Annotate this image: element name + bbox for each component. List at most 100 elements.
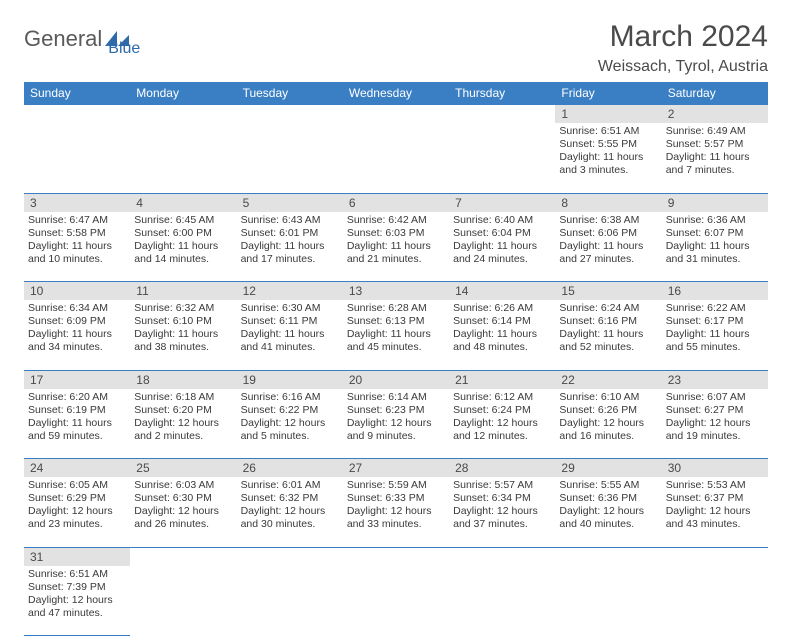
day-info-cell: Sunrise: 6:22 AMSunset: 6:17 PMDaylight:… — [662, 300, 768, 370]
sunset-text: Sunset: 6:14 PM — [453, 315, 551, 328]
sunrise-text: Sunrise: 6:47 AM — [28, 214, 126, 227]
daylight-text: Daylight: 12 hours and 19 minutes. — [666, 417, 764, 443]
sunrise-text: Sunrise: 6:01 AM — [241, 479, 339, 492]
sunrise-text: Sunrise: 6:18 AM — [134, 391, 232, 404]
daylight-text: Daylight: 11 hours and 3 minutes. — [559, 151, 657, 177]
day-info-cell: Sunrise: 6:42 AMSunset: 6:03 PMDaylight:… — [343, 212, 449, 282]
day-number-cell — [449, 547, 555, 566]
sunset-text: Sunset: 6:20 PM — [134, 404, 232, 417]
day-info-row: Sunrise: 6:51 AMSunset: 7:39 PMDaylight:… — [24, 566, 768, 636]
daylight-text: Daylight: 11 hours and 24 minutes. — [453, 240, 551, 266]
sunset-text: Sunset: 5:57 PM — [666, 138, 764, 151]
day-info-row: Sunrise: 6:20 AMSunset: 6:19 PM Daylight:… — [24, 389, 768, 459]
sunset-text: Sunset: 6:07 PM — [666, 227, 764, 240]
day-number-cell: 5 — [237, 193, 343, 212]
sunset-text: Sunset: 6:00 PM — [134, 227, 232, 240]
day-info-row: Sunrise: 6:51 AMSunset: 5:55 PMDaylight:… — [24, 123, 768, 193]
day-number-cell: 1 — [555, 105, 661, 124]
day-info-cell — [555, 566, 661, 636]
day-number-cell — [237, 105, 343, 124]
sunset-text: Sunset: 6:24 PM — [453, 404, 551, 417]
sunset-text: Sunset: 5:55 PM — [559, 138, 657, 151]
sunrise-text: Sunrise: 5:59 AM — [347, 479, 445, 492]
sunset-text: Sunset: 6:32 PM — [241, 492, 339, 505]
day-info-cell — [449, 566, 555, 636]
day-info-cell: Sunrise: 6:34 AMSunset: 6:09 PMDaylight:… — [24, 300, 130, 370]
weekday-header: Wednesday — [343, 82, 449, 105]
sunset-text: Sunset: 6:36 PM — [559, 492, 657, 505]
day-info-cell — [343, 566, 449, 636]
day-number-cell: 8 — [555, 193, 661, 212]
day-info-cell: Sunrise: 5:55 AMSunset: 6:36 PMDaylight:… — [555, 477, 661, 547]
sunset-text: Sunset: 6:34 PM — [453, 492, 551, 505]
day-number-cell — [449, 105, 555, 124]
day-number-cell: 12 — [237, 282, 343, 301]
daylight-text: Daylight: 11 hours and 14 minutes. — [134, 240, 232, 266]
day-number-cell: 13 — [343, 282, 449, 301]
day-info-cell: Sunrise: 5:59 AMSunset: 6:33 PMDaylight:… — [343, 477, 449, 547]
sunset-text: Sunset: 6:27 PM — [666, 404, 764, 417]
sunrise-text: Sunrise: 6:26 AM — [453, 302, 551, 315]
sunset-text: Sunset: 6:13 PM — [347, 315, 445, 328]
daylight-text: Daylight: 11 hours and 7 minutes. — [666, 151, 764, 177]
day-info-cell: Sunrise: 6:01 AMSunset: 6:32 PMDaylight:… — [237, 477, 343, 547]
logo: General Blue — [24, 20, 140, 58]
sunset-text: Sunset: 6:17 PM — [666, 315, 764, 328]
day-number-cell: 10 — [24, 282, 130, 301]
day-number-cell: 20 — [343, 370, 449, 389]
logo-text-general: General — [24, 26, 102, 52]
sunrise-text: Sunrise: 6:20 AM — [28, 391, 126, 404]
sunset-text: Sunset: 6:19 PM — [28, 404, 126, 417]
day-number-cell — [24, 105, 130, 124]
day-number-cell: 19 — [237, 370, 343, 389]
weekday-header: Tuesday — [237, 82, 343, 105]
sunset-text: Sunset: 7:39 PM — [28, 581, 126, 594]
day-info-cell: Sunrise: 6:03 AMSunset: 6:30 PMDaylight:… — [130, 477, 236, 547]
sunrise-text: Sunrise: 6:28 AM — [347, 302, 445, 315]
title-block: March 2024 Weissach, Tyrol, Austria — [598, 20, 768, 76]
sunrise-text: Sunrise: 6:16 AM — [241, 391, 339, 404]
day-info-cell: Sunrise: 6:16 AMSunset: 6:22 PMDaylight:… — [237, 389, 343, 459]
daylight-text: Daylight: 12 hours and 33 minutes. — [347, 505, 445, 531]
sunrise-text: Sunrise: 6:45 AM — [134, 214, 232, 227]
day-info-cell: Sunrise: 5:57 AMSunset: 6:34 PMDaylight:… — [449, 477, 555, 547]
weekday-header: Saturday — [662, 82, 768, 105]
day-info-cell: Sunrise: 6:10 AMSunset: 6:26 PMDaylight:… — [555, 389, 661, 459]
sunrise-text: Sunrise: 5:55 AM — [559, 479, 657, 492]
day-info-cell — [130, 566, 236, 636]
sunrise-text: Sunrise: 6:10 AM — [559, 391, 657, 404]
daylight-text: Daylight: 12 hours and 37 minutes. — [453, 505, 551, 531]
day-number-cell: 31 — [24, 547, 130, 566]
sunrise-text: Sunrise: 5:53 AM — [666, 479, 764, 492]
sunrise-text: Sunrise: 6:42 AM — [347, 214, 445, 227]
sunset-text: Sunset: 6:06 PM — [559, 227, 657, 240]
day-number-cell: 28 — [449, 459, 555, 478]
sunset-text: Sunset: 6:29 PM — [28, 492, 126, 505]
daylight-text: Daylight: 12 hours and 9 minutes. — [347, 417, 445, 443]
day-info-cell: Sunrise: 6:43 AMSunset: 6:01 PMDaylight:… — [237, 212, 343, 282]
day-info-cell: Sunrise: 6:51 AMSunset: 7:39 PMDaylight:… — [24, 566, 130, 636]
sunrise-text: Sunrise: 6:14 AM — [347, 391, 445, 404]
sunrise-text: Sunrise: 6:51 AM — [28, 568, 126, 581]
day-info-cell: Sunrise: 6:47 AMSunset: 5:58 PMDaylight:… — [24, 212, 130, 282]
weekday-header-row: Sunday Monday Tuesday Wednesday Thursday… — [24, 82, 768, 105]
day-number-cell: 24 — [24, 459, 130, 478]
daylight-text: Daylight: 12 hours and 26 minutes. — [134, 505, 232, 531]
day-info-cell: Sunrise: 6:12 AMSunset: 6:24 PMDaylight:… — [449, 389, 555, 459]
day-number-cell: 2 — [662, 105, 768, 124]
day-number-cell: 11 — [130, 282, 236, 301]
daylight-text: Daylight: 11 hours and 52 minutes. — [559, 328, 657, 354]
daylight-text: Daylight: 12 hours and 12 minutes. — [453, 417, 551, 443]
daylight-text: Daylight: 11 hours and 10 minutes. — [28, 240, 126, 266]
day-info-cell: Sunrise: 6:07 AMSunset: 6:27 PMDaylight:… — [662, 389, 768, 459]
day-number-cell — [343, 547, 449, 566]
day-info-cell: Sunrise: 6:45 AMSunset: 6:00 PMDaylight:… — [130, 212, 236, 282]
sunrise-text: Sunrise: 6:34 AM — [28, 302, 126, 315]
sunset-text: Sunset: 6:11 PM — [241, 315, 339, 328]
day-number-row: 17181920212223 — [24, 370, 768, 389]
day-number-cell: 29 — [555, 459, 661, 478]
day-number-cell: 3 — [24, 193, 130, 212]
day-info-cell: Sunrise: 6:26 AMSunset: 6:14 PMDaylight:… — [449, 300, 555, 370]
daylight-text: Daylight: 11 hours and 55 minutes. — [666, 328, 764, 354]
sunset-text: Sunset: 6:09 PM — [28, 315, 126, 328]
